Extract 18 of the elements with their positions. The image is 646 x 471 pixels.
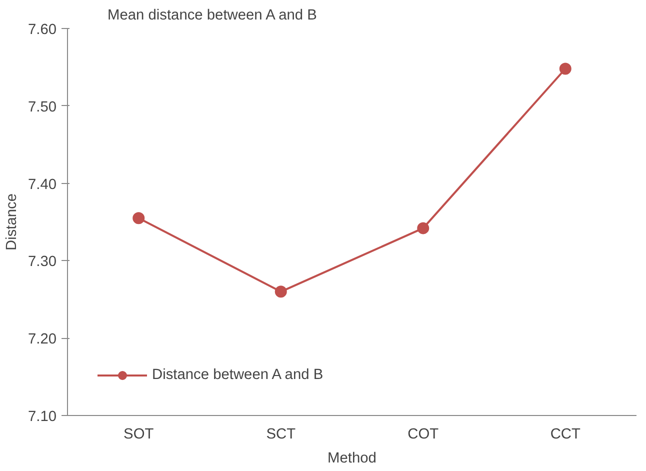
y-tick-label: 7.20 — [28, 332, 57, 348]
y-axis-title: Distance — [4, 193, 20, 251]
point — [559, 62, 572, 75]
y-tick-label: 7.50 — [28, 99, 57, 116]
y-tick-label: 7.60 — [28, 22, 57, 38]
y-tick-label: 7.40 — [28, 176, 57, 193]
x-axis-title: Method — [328, 450, 376, 466]
x-tick-label: COT — [408, 426, 439, 442]
point — [274, 286, 287, 298]
point — [417, 222, 430, 234]
chart-title: Mean distance between A and B — [108, 8, 317, 24]
x-tick-label: CCT — [550, 426, 580, 442]
y-tick-label: 7.10 — [28, 409, 57, 425]
legend-label: Distance between A and B — [152, 367, 324, 383]
point — [132, 212, 145, 224]
x-tick-label: SOT — [124, 426, 154, 442]
x-tick-label: SCT — [266, 426, 296, 442]
y-tick-label: 7.30 — [28, 254, 57, 270]
